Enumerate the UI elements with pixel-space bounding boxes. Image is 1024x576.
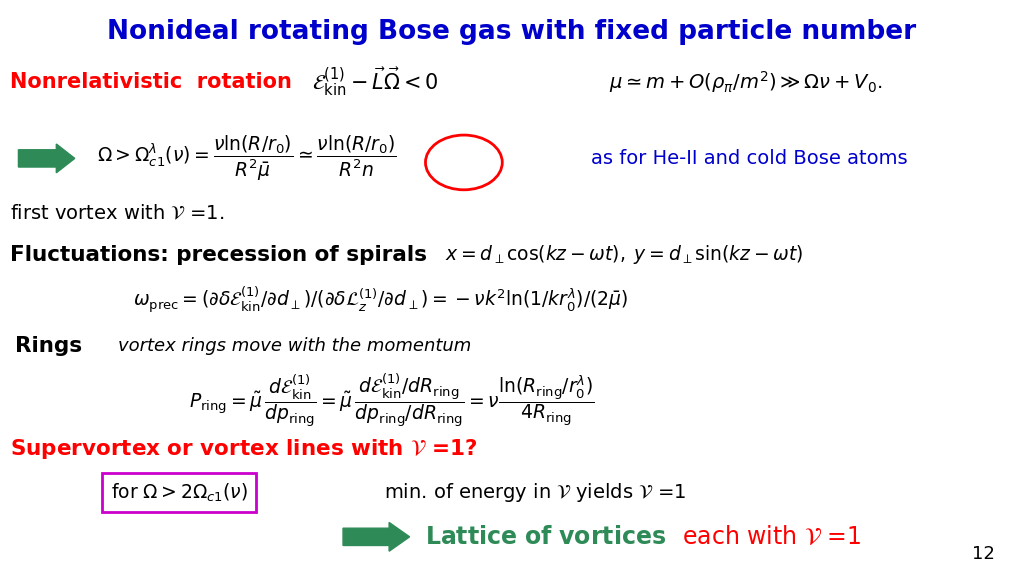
Text: min. of energy in $\mathcal{V}$ yields $\mathcal{V}$ =1: min. of energy in $\mathcal{V}$ yields $… — [384, 481, 686, 504]
Text: vortex rings move with the momentum: vortex rings move with the momentum — [118, 336, 471, 355]
FancyArrow shape — [18, 144, 75, 173]
Text: $x = d_\perp \cos(kz - \omega t),\; y = d_\perp \sin(kz - \omega t)$: $x = d_\perp \cos(kz - \omega t),\; y = … — [445, 243, 804, 266]
Text: Rings: Rings — [15, 336, 83, 355]
Text: $\omega_{\rm prec} = (\partial\delta\mathcal{E}_{\rm kin}^{(1)}/\partial d_\perp: $\omega_{\rm prec} = (\partial\delta\mat… — [133, 285, 629, 314]
Text: for $\Omega > 2\Omega_{c1}(\nu)$: for $\Omega > 2\Omega_{c1}(\nu)$ — [111, 482, 248, 503]
Text: $\mathcal{E}_{\rm kin}^{(1)} - \vec{L}\vec{\Omega} < 0$: $\mathcal{E}_{\rm kin}^{(1)} - \vec{L}\v… — [312, 66, 439, 98]
Text: $\mathbf{Lattice\ of\ vortices}$: $\mathbf{Lattice\ of\ vortices}$ — [425, 525, 667, 549]
Text: Fluctuations: precession of spirals: Fluctuations: precession of spirals — [10, 245, 427, 264]
Text: Nonideal rotating Bose gas with fixed particle number: Nonideal rotating Bose gas with fixed pa… — [108, 18, 916, 45]
Text: Nonrelativistic  rotation: Nonrelativistic rotation — [10, 72, 292, 92]
Text: $\Omega > \Omega_{c1}^\lambda(\nu) = \dfrac{\nu \ln(R/r_0)}{R^2 \bar{\mu}} \sime: $\Omega > \Omega_{c1}^\lambda(\nu) = \df… — [97, 134, 397, 183]
Text: first vortex with $\mathcal{V}$ =1.: first vortex with $\mathcal{V}$ =1. — [10, 204, 224, 222]
Text: as for He-II and cold Bose atoms: as for He-II and cold Bose atoms — [591, 149, 907, 168]
Text: $\mu \simeq m + O(\rho_\pi/m^2) \gg \Omega\nu + V_0.$: $\mu \simeq m + O(\rho_\pi/m^2) \gg \Ome… — [609, 69, 883, 94]
Text: $P_{\rm ring} = \tilde{\mu}\,\dfrac{d\mathcal{E}_{\rm kin}^{(1)}}{dp_{\rm ring}}: $P_{\rm ring} = \tilde{\mu}\,\dfrac{d\ma… — [189, 372, 595, 429]
Text: Supervortex or vortex lines with $\mathcal{V}$ =1?: Supervortex or vortex lines with $\mathc… — [10, 437, 478, 461]
Text: each with $\mathcal{V}$ =1: each with $\mathcal{V}$ =1 — [682, 525, 861, 549]
Text: 12: 12 — [973, 545, 995, 563]
FancyArrow shape — [343, 522, 410, 551]
